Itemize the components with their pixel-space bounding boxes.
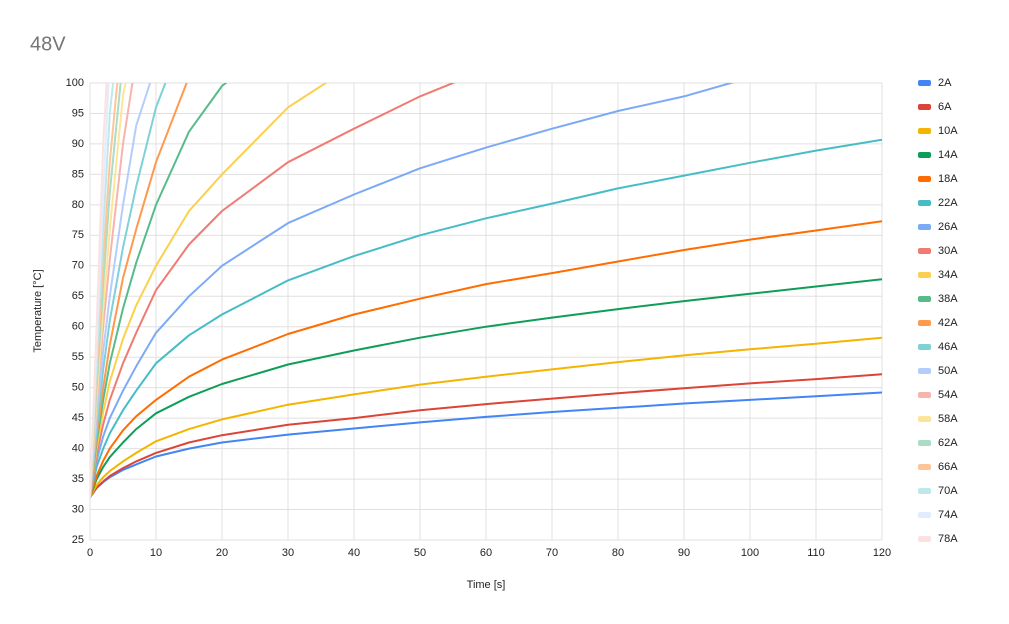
legend-swatch [918,512,931,518]
y-tick-label: 25 [72,534,84,546]
x-tick-label: 100 [741,547,759,559]
legend-label: 42A [938,317,958,329]
x-tick-label: 110 [807,547,825,559]
legend-label: 34A [938,269,958,281]
legend-label: 58A [938,413,958,425]
x-tick-label: 80 [612,547,624,559]
legend-label: 14A [938,149,958,161]
y-tick-label: 50 [72,382,84,394]
y-tick-label: 60 [72,321,84,333]
series-line [90,220,882,498]
y-tick-label: 90 [72,138,84,150]
legend-label: 54A [938,389,958,401]
y-tick-label: 100 [66,77,84,89]
y-tick-label: 95 [72,107,84,119]
series-line [90,83,167,498]
y-tick-label: 70 [72,260,84,272]
legend-label: 50A [938,365,958,377]
x-tick-label: 0 [87,547,93,559]
x-tick-label: 20 [216,547,228,559]
legend-label: 10A [938,125,958,137]
y-tick-label: 80 [72,199,84,211]
y-tick-label: 65 [72,290,84,302]
legend-swatch [918,272,931,278]
legend-swatch [918,152,931,158]
legend-label: 26A [938,221,958,233]
legend-swatch [918,104,931,110]
legend-swatch [918,440,931,446]
legend-swatch [918,344,931,350]
legend-swatch [918,320,931,326]
y-tick-label: 55 [72,351,84,363]
x-tick-label: 120 [873,547,891,559]
legend-swatch [918,80,931,86]
legend-label: 78A [938,533,958,545]
legend-swatch [918,128,931,134]
legend-label: 22A [938,197,958,209]
series-line [90,336,882,498]
series-line [90,278,882,498]
legend-swatch [918,416,931,422]
legend-label: 6A [938,101,952,113]
legend-label: 70A [938,485,958,497]
chart-title: 48V [30,33,66,55]
x-tick-label: 60 [480,547,492,559]
legend-label: 46A [938,341,958,353]
plot-area [90,83,882,498]
y-tick-label: 35 [72,473,84,485]
legend-swatch [918,392,931,398]
legend-swatch [918,296,931,302]
x-tick-label: 90 [678,547,690,559]
legend-label: 66A [938,461,958,473]
series-line [90,83,108,498]
series-line [90,83,456,498]
x-axis-label: Time [s] [467,579,506,591]
legend-label: 74A [938,509,958,521]
legend-label: 62A [938,437,958,449]
series-line [90,138,882,498]
series-line [90,83,328,498]
grid [89,82,883,541]
legend-swatch [918,176,931,182]
y-tick-label: 40 [72,443,84,455]
series-line [90,373,882,498]
series-line [90,83,228,498]
x-tick-label: 70 [546,547,558,559]
x-tick-label: 50 [414,547,426,559]
legend-label: 30A [938,245,958,257]
legend-swatch [918,248,931,254]
x-tick-label: 40 [348,547,360,559]
legend-swatch [918,224,931,230]
y-tick-label: 85 [72,168,84,180]
legend-swatch [918,536,931,542]
y-tick-label: 45 [72,412,84,424]
series-line [90,83,735,498]
y-tick-label: 75 [72,229,84,241]
legend-swatch [918,464,931,470]
x-tick-label: 10 [150,547,162,559]
legend-label: 18A [938,173,958,185]
legend-swatch [918,368,931,374]
legend-label: 38A [938,293,958,305]
legend-swatch [918,488,931,494]
y-tick-label: 30 [72,503,84,515]
y-axis-label: Temperature [°C] [32,269,44,352]
legend-label: 2A [938,77,952,89]
legend-swatch [918,200,931,206]
x-tick-label: 30 [282,547,294,559]
